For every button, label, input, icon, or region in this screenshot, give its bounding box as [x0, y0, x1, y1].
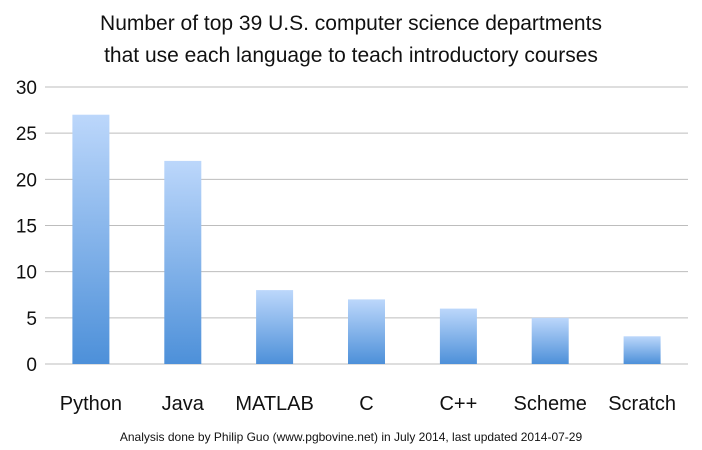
x-category-label: MATLAB	[235, 393, 314, 415]
x-axis-category-labels: Python Java MATLAB C C++ Scheme Scratch	[60, 393, 676, 415]
y-tick-label: 25	[16, 124, 37, 145]
y-tick-label: 30	[16, 78, 37, 99]
x-category-label: Python	[60, 393, 122, 415]
y-tick-label: 20	[16, 170, 37, 191]
x-category-label: Scratch	[608, 393, 676, 415]
bar-cplusplus	[439, 308, 477, 364]
bars	[72, 114, 661, 364]
chart-title-line-1: Number of top 39 U.S. computer science d…	[100, 12, 602, 35]
chart-title-line-2: that use each language to teach introduc…	[104, 44, 598, 67]
bar-python	[72, 114, 110, 364]
x-category-label: C++	[439, 393, 477, 415]
x-category-label: Java	[162, 393, 205, 415]
chart-footnote: Analysis done by Philip Guo (www.pgbovin…	[120, 430, 583, 444]
bar-java	[164, 160, 202, 364]
bar-matlab	[256, 290, 294, 364]
y-tick-label: 0	[26, 355, 37, 376]
gridlines	[45, 86, 688, 365]
bar-scheme	[531, 317, 569, 364]
y-tick-label: 15	[16, 217, 37, 238]
y-tick-label: 5	[26, 309, 37, 330]
y-axis-tick-labels: 0 5 10 15 20 25 30	[16, 78, 37, 376]
bar-c	[348, 299, 385, 364]
x-category-label: C	[359, 393, 373, 415]
x-category-label: Scheme	[514, 393, 587, 415]
bar-scratch	[623, 336, 661, 364]
y-tick-label: 10	[16, 263, 37, 284]
